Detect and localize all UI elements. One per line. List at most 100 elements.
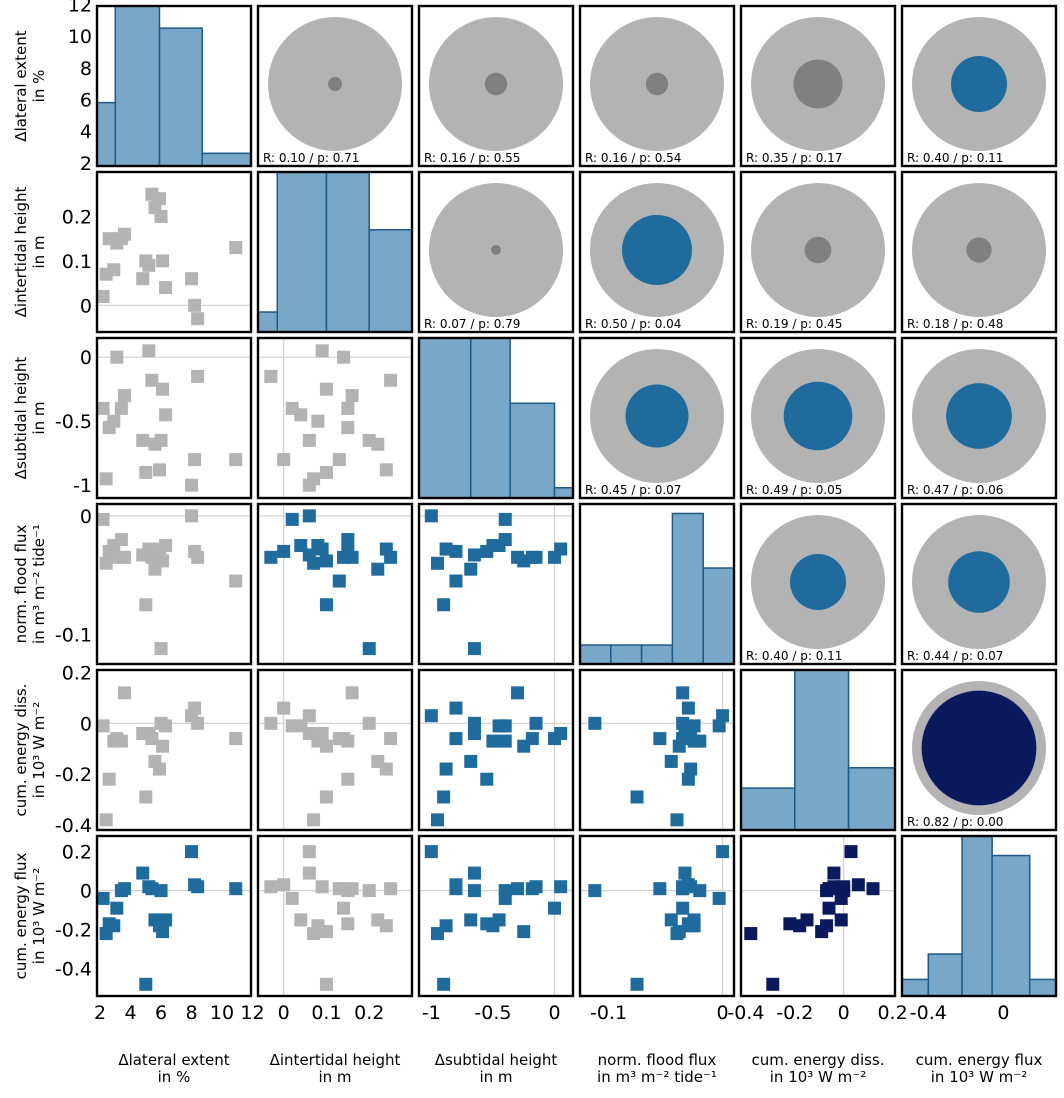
scatter-point bbox=[362, 716, 376, 730]
scatter-point bbox=[302, 866, 316, 880]
scatter-point bbox=[332, 882, 346, 896]
scatter-point bbox=[437, 790, 451, 804]
correlation-inner-circle bbox=[966, 237, 992, 263]
panel-sub-vs-int bbox=[256, 336, 414, 500]
x-tick-label: 2 bbox=[94, 1002, 106, 1024]
panel-lat-vs-eflux: R: 0.40 / p: 0.11 bbox=[900, 4, 1058, 168]
scatter-point bbox=[229, 241, 243, 255]
scatter-point bbox=[449, 882, 463, 896]
histogram-bar bbox=[847, 767, 895, 830]
scatter-point bbox=[827, 866, 841, 880]
panel-lat-vs-lat: 2 4 6 8 10 12 bbox=[68, 0, 253, 175]
scatter-point bbox=[379, 463, 393, 477]
scatter-point bbox=[285, 512, 299, 526]
y-tick-label: 0.2 bbox=[62, 206, 92, 228]
scatter-point bbox=[136, 433, 150, 447]
y-tick-label: 10 bbox=[68, 26, 92, 48]
x-tick-label: -0.5 bbox=[474, 1002, 511, 1024]
scatter-point bbox=[716, 845, 730, 859]
scatter-point bbox=[159, 538, 173, 552]
scatter-point bbox=[517, 925, 531, 939]
scatter-point bbox=[467, 716, 481, 730]
scatter-point bbox=[345, 389, 359, 403]
panel-frame bbox=[900, 336, 1058, 500]
scatter-point bbox=[712, 719, 726, 733]
scatter-point bbox=[424, 709, 438, 723]
scatter-point bbox=[114, 401, 128, 415]
panel-lat-vs-flood: R: 0.16 / p: 0.54 bbox=[578, 4, 736, 168]
y-tick-label: -0.4 bbox=[55, 815, 92, 837]
scatter-point bbox=[117, 389, 131, 403]
scatter-point bbox=[716, 709, 730, 723]
scatter-point bbox=[185, 509, 199, 523]
scatter-point bbox=[264, 369, 278, 383]
correlation-label: R: 0.40 / p: 0.11 bbox=[907, 151, 1003, 165]
scatter-point bbox=[430, 813, 444, 827]
histogram-bar bbox=[258, 311, 278, 332]
correlation-label: R: 0.18 / p: 0.48 bbox=[907, 317, 1003, 331]
scatter-point bbox=[107, 919, 121, 933]
panel-frame bbox=[417, 502, 575, 666]
correlation-label: R: 0.07 / p: 0.79 bbox=[424, 317, 520, 331]
scatter-point bbox=[294, 913, 308, 927]
scatter-point bbox=[815, 925, 829, 939]
scatter-point bbox=[687, 913, 701, 927]
x-tick-label: 0 bbox=[717, 1002, 729, 1024]
panel-diss-vs-sub bbox=[417, 668, 575, 832]
scatter-point bbox=[793, 919, 807, 933]
scatter-point bbox=[153, 192, 167, 206]
scatter-point bbox=[554, 542, 568, 556]
x-tick-label: -0.4 bbox=[727, 1002, 764, 1024]
y-tick-label: 0 bbox=[80, 295, 92, 317]
scatter-point bbox=[498, 734, 512, 748]
panel-sub-vs-eflux: R: 0.47 / p: 0.06 bbox=[900, 336, 1058, 500]
scatter-point bbox=[630, 977, 644, 991]
panel-flood-vs-int bbox=[256, 502, 414, 666]
scatter-point bbox=[517, 739, 531, 753]
y-tick-label: -1 bbox=[73, 475, 92, 497]
scatter-point bbox=[294, 538, 308, 552]
panel-frame bbox=[578, 336, 736, 500]
scatter-point bbox=[822, 882, 836, 896]
scatter-point bbox=[449, 574, 463, 588]
panel-frame bbox=[900, 502, 1058, 666]
scatter-point bbox=[153, 762, 167, 776]
scatter-point bbox=[464, 562, 478, 576]
scatter-point bbox=[498, 512, 512, 526]
x-axis-label-lat: Δlateral extent in % bbox=[118, 1051, 229, 1086]
scatter-point bbox=[114, 533, 128, 547]
y-tick-label: -0.4 bbox=[55, 959, 92, 981]
scatter-point bbox=[341, 533, 355, 547]
scatter-point bbox=[97, 891, 110, 905]
scatter-point bbox=[384, 732, 398, 746]
correlation-label: R: 0.16 / p: 0.54 bbox=[585, 151, 681, 165]
scatter-point bbox=[117, 686, 131, 700]
correlation-inner-circle bbox=[921, 690, 1037, 806]
y-axis-label-diss: cum. energy diss.in 10³ W m⁻² bbox=[12, 683, 48, 816]
scatter-point bbox=[554, 726, 568, 740]
scatter-point bbox=[145, 732, 159, 746]
scatter-point bbox=[384, 882, 398, 896]
scatter-point bbox=[653, 732, 667, 746]
scatter-point bbox=[302, 478, 316, 492]
x-tick-label: 0.2 bbox=[354, 1002, 384, 1024]
y-tick-label: 12 bbox=[68, 0, 92, 16]
panel-eflux-vs-eflux: -0.4 0 bbox=[900, 834, 1058, 1024]
correlation-label: R: 0.44 / p: 0.07 bbox=[907, 649, 1003, 663]
scatter-point bbox=[439, 919, 453, 933]
correlation-label: R: 0.16 / p: 0.55 bbox=[424, 151, 520, 165]
panel-frame bbox=[417, 668, 575, 832]
correlation-inner-circle bbox=[622, 215, 692, 285]
scatter-point bbox=[191, 312, 205, 326]
histogram-bar bbox=[991, 854, 1031, 996]
correlation-label: R: 0.47 / p: 0.06 bbox=[907, 483, 1003, 497]
scatter-point bbox=[229, 732, 243, 746]
histogram-bar bbox=[927, 953, 963, 996]
correlation-label: R: 0.35 / p: 0.17 bbox=[746, 151, 842, 165]
scatter-point bbox=[341, 421, 355, 435]
scatter-point bbox=[319, 739, 333, 753]
panel-frame bbox=[95, 834, 253, 998]
scatter-point bbox=[554, 880, 568, 894]
scatter-point bbox=[449, 544, 463, 558]
scatter-point bbox=[142, 258, 156, 272]
